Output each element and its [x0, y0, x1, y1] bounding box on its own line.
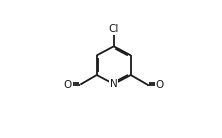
Text: N: N — [110, 79, 118, 89]
Text: O: O — [64, 80, 72, 90]
Text: Cl: Cl — [109, 24, 119, 34]
Text: O: O — [156, 80, 164, 90]
